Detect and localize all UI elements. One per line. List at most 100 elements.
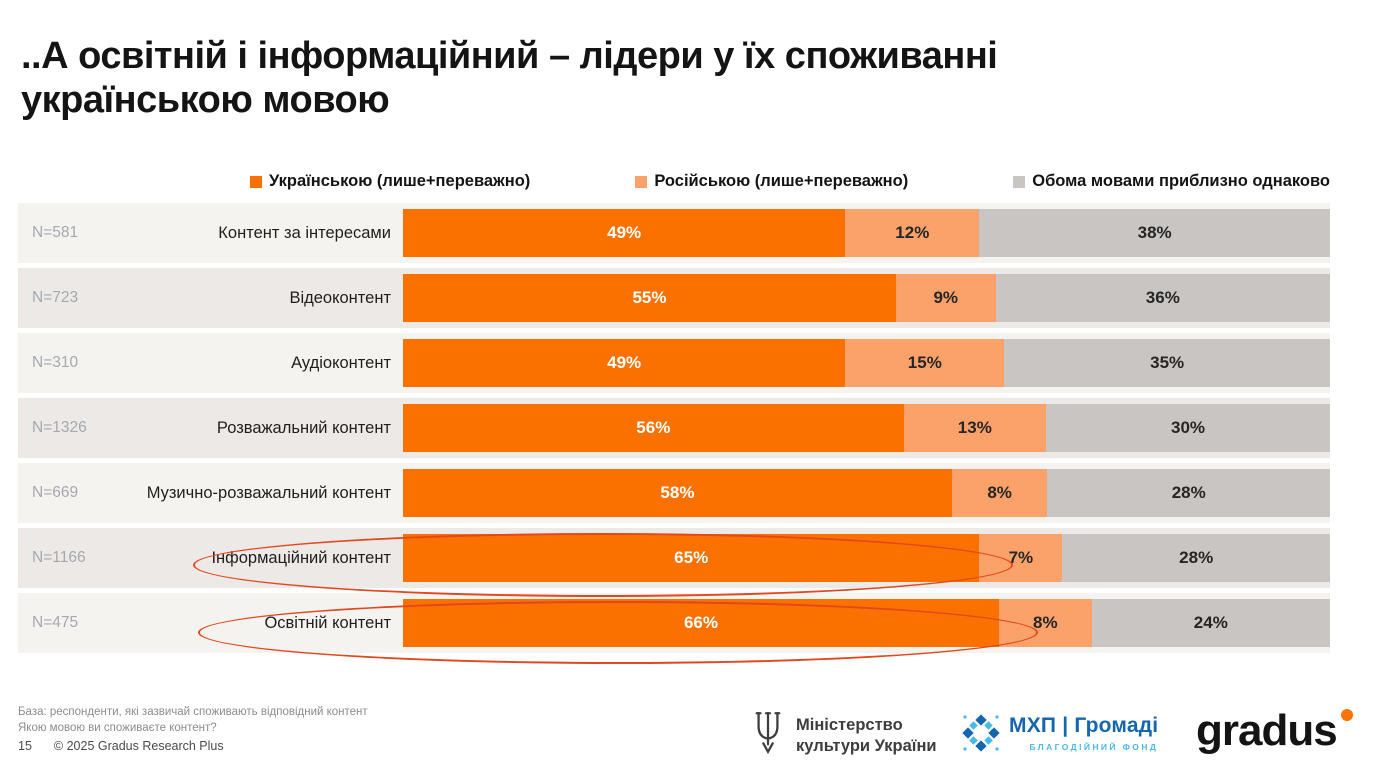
chart-row: N=310 Аудіоконтент 49% 15% 35% bbox=[18, 333, 1330, 393]
stacked-bar: 49% 12% 38% bbox=[403, 209, 1330, 257]
segment-value: 65% bbox=[674, 548, 709, 567]
ministry-label-line2: культури України bbox=[796, 736, 937, 755]
n-label: N=581 bbox=[32, 224, 79, 241]
legend: Українською (лише+переважно) Російською (… bbox=[250, 172, 1330, 191]
segment-value: 30% bbox=[1170, 418, 1206, 437]
ministry-label: Міністерство культури України bbox=[796, 715, 937, 756]
bar-segment-1: 55% bbox=[403, 274, 896, 322]
stacked-bar: 58% 8% 28% bbox=[403, 469, 1330, 517]
bar-segment-3: 30% bbox=[1046, 404, 1330, 452]
segment-value: 15% bbox=[907, 353, 942, 372]
legend-item-label: Російською (лише+переважно) bbox=[654, 172, 909, 190]
page-title: ..А освітній і інформаційний – лідери у … bbox=[21, 34, 1281, 122]
legend-item-label: Українською (лише+переважно) bbox=[269, 172, 531, 190]
legend-swatch-icon bbox=[1013, 175, 1026, 188]
legend-item: Обома мовами приблизно однаково bbox=[1013, 172, 1330, 191]
mxp-label: МХП | Громаді bbox=[1009, 714, 1159, 737]
segment-value: 13% bbox=[957, 418, 992, 437]
bar-segment-2: 15% bbox=[845, 339, 1005, 387]
bar-segment-1: 58% bbox=[403, 469, 952, 517]
segment-value: 24% bbox=[1193, 613, 1228, 632]
bar-segment-3: 28% bbox=[1062, 534, 1330, 582]
legend-swatch-icon bbox=[635, 175, 648, 188]
stacked-bar: 66% 8% 24% bbox=[403, 599, 1330, 647]
bar-segment-3: 28% bbox=[1047, 469, 1330, 517]
chart-row: N=669 Музично-розважальний контент 58% 8% 28… bbox=[18, 463, 1330, 523]
gradus-logo: gradus bbox=[1196, 706, 1353, 756]
base-note: База: респонденти, які зазвичай споживаю… bbox=[18, 706, 368, 718]
segment-value: 38% bbox=[1137, 223, 1172, 242]
page-footer: 15 © 2025 Gradus Research Plus bbox=[18, 739, 224, 753]
chart-row: N=581 Контент за інтересами 49% 12% 38% bbox=[18, 203, 1330, 263]
segment-value: 58% bbox=[660, 483, 695, 502]
legend-item: Українською (лише+переважно) bbox=[250, 172, 530, 191]
mxp-sublabel: БЛАГОДІЙНИЙ ФОНД bbox=[1029, 742, 1159, 752]
bar-segment-2: 8% bbox=[998, 599, 1092, 647]
bar-segment-2: 8% bbox=[951, 469, 1048, 517]
segment-value: 9% bbox=[933, 288, 959, 307]
category-label: Аудіоконтент bbox=[291, 353, 391, 372]
category-label: Освітній контент bbox=[264, 613, 391, 632]
footnote: База: респонденти, які зазвичай споживаю… bbox=[18, 704, 368, 736]
bar-segment-3: 36% bbox=[995, 274, 1330, 322]
category-label: Розважальний контент bbox=[216, 418, 391, 437]
page-number: 15 bbox=[18, 739, 32, 753]
stacked-bar: 49% 15% 35% bbox=[403, 339, 1330, 387]
gradus-dot-icon bbox=[1340, 709, 1353, 721]
bar-segment-1: 56% bbox=[403, 404, 904, 452]
mxp-pattern-icon bbox=[962, 714, 1000, 757]
category-label: Музично-розважальний контент bbox=[146, 483, 391, 502]
bar-segment-2: 13% bbox=[903, 404, 1046, 452]
n-label: N=669 bbox=[32, 484, 79, 501]
legend-swatch-icon bbox=[250, 175, 262, 188]
bar-segment-2: 12% bbox=[845, 209, 980, 257]
category-label: Відеоконтент bbox=[289, 288, 391, 307]
stacked-bar: 65% 7% 28% bbox=[403, 534, 1330, 582]
n-label: N=310 bbox=[32, 354, 79, 371]
segment-value: 66% bbox=[683, 613, 718, 632]
gradus-wordmark: gradus bbox=[1196, 706, 1353, 755]
bar-segment-2: 9% bbox=[895, 274, 996, 322]
question-note: Якою мовою ви споживаєте контент? bbox=[18, 722, 217, 735]
stacked-bar: 55% 9% 36% bbox=[403, 274, 1330, 322]
ministry-label-line1: Міністерство bbox=[796, 715, 903, 734]
segment-value: 49% bbox=[607, 353, 642, 372]
segment-value: 12% bbox=[895, 223, 930, 242]
bar-segment-3: 24% bbox=[1091, 599, 1330, 647]
chart-row: N=1326 Розважальний контент 56% 13% 30% bbox=[18, 398, 1330, 458]
bar-segment-3: 35% bbox=[1004, 339, 1330, 387]
chart: N=581 Контент за інтересами 49% 12% 38% N=723… bbox=[18, 203, 1330, 664]
bar-segment-3: 38% bbox=[979, 209, 1330, 257]
trident-icon bbox=[752, 710, 784, 761]
chart-row: N=475 Освітній контент 66% 8% 24% bbox=[18, 593, 1330, 653]
category-label: Інформаційний контент bbox=[211, 548, 391, 567]
segment-value: 36% bbox=[1145, 288, 1180, 307]
n-label: N=1326 bbox=[32, 419, 87, 436]
segment-value: 55% bbox=[632, 288, 667, 307]
segment-value: 8% bbox=[987, 483, 1012, 502]
n-label: N=723 bbox=[32, 289, 79, 306]
page-title-line1: ..А освітній і інформаційний – лідери у … bbox=[21, 35, 998, 77]
bar-segment-2: 7% bbox=[979, 534, 1063, 582]
segment-value: 49% bbox=[607, 223, 642, 242]
n-label: N=475 bbox=[32, 614, 79, 631]
chart-row: N=723 Відеоконтент 55% 9% 36% bbox=[18, 268, 1330, 328]
legend-item: Російською (лише+переважно) bbox=[635, 172, 908, 191]
bar-segment-1: 49% bbox=[403, 209, 846, 257]
segment-value: 7% bbox=[1008, 548, 1034, 567]
category-label: Контент за інтересами bbox=[218, 223, 391, 242]
segment-value: 28% bbox=[1171, 483, 1206, 502]
mxp-label-group: МХП | Громаді БЛАГОДІЙНИЙ ФОНД bbox=[1009, 714, 1158, 752]
segment-value: 56% bbox=[636, 418, 671, 437]
segment-value: 35% bbox=[1150, 353, 1185, 372]
bar-segment-1: 66% bbox=[403, 599, 999, 647]
bar-segment-1: 49% bbox=[403, 339, 846, 387]
mxp-logo: МХП | Громаді БЛАГОДІЙНИЙ ФОНД bbox=[962, 714, 1158, 757]
stacked-bar: 56% 13% 30% bbox=[403, 404, 1330, 452]
copyright: © 2025 Gradus Research Plus bbox=[53, 739, 224, 753]
chart-row: N=1166 Інформаційний контент 65% 7% 28% bbox=[18, 528, 1330, 588]
bar-segment-1: 65% bbox=[403, 534, 980, 582]
n-label: N=1166 bbox=[32, 549, 86, 566]
segment-value: 28% bbox=[1179, 548, 1214, 567]
segment-value: 8% bbox=[1033, 613, 1058, 632]
